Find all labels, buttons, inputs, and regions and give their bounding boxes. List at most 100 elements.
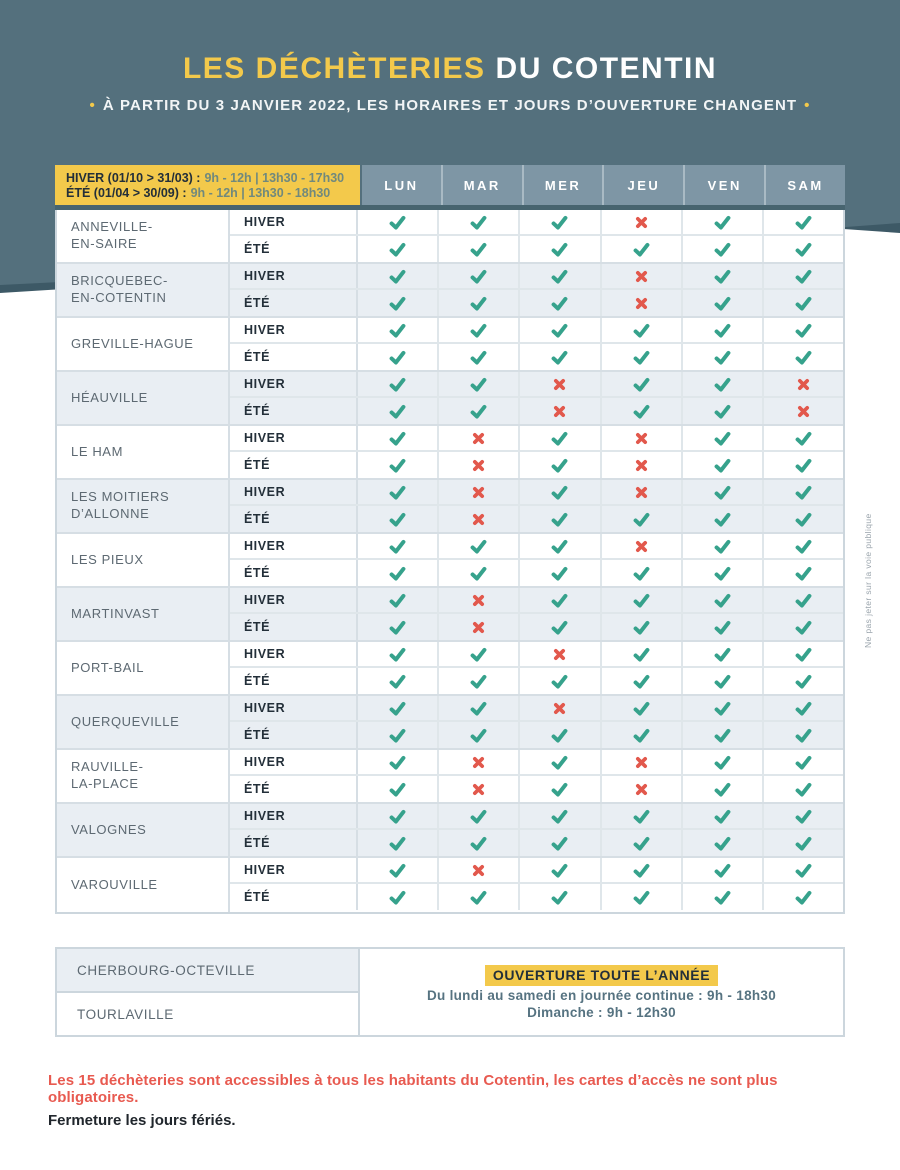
season-label: ÉTÉ: [230, 776, 358, 802]
day-header-jeu: JEU: [602, 165, 684, 205]
day-header-lun: LUN: [360, 165, 441, 205]
season-label: HIVER: [230, 696, 358, 720]
open-day-cell: [764, 290, 843, 316]
location-row-varouville: VAROUVILLE HIVER ÉTÉ: [57, 858, 843, 912]
season-rows: HIVER ÉTÉ: [230, 534, 843, 586]
check-icon: [550, 861, 569, 880]
cross-icon: [633, 268, 650, 285]
check-icon: [469, 645, 488, 664]
closed-day-cell: [602, 210, 683, 234]
check-icon: [713, 375, 732, 394]
summer-hours: 9h - 12h | 13h30 - 18h30: [190, 185, 331, 200]
open-day-cell: [358, 776, 440, 802]
season-rows: HIVER ÉTÉ: [230, 696, 843, 748]
subtitle-text: À PARTIR DU 3 JANVIER 2022, LES HORAIRES…: [102, 97, 798, 114]
closed-day-cell: [602, 264, 683, 288]
schedule-body: ANNEVILLE- EN-SAIRE HIVER ÉTÉ BRICQUEBEC- EN-…: [55, 210, 845, 914]
season-label: ÉTÉ: [230, 830, 358, 856]
title-part1: LES DÉCHÈTERIES: [182, 52, 486, 85]
holiday-closure-note: Fermeture les jours fériés.: [48, 1112, 236, 1129]
footer-notes: Les 15 déchèteries sont accessibles à to…: [48, 1072, 852, 1129]
open-day-cell: [520, 452, 602, 478]
cross-icon: [470, 754, 487, 771]
check-icon: [713, 510, 732, 529]
open-day-cell: [602, 506, 683, 532]
cross-icon: [633, 538, 650, 555]
open-day-cell: [683, 642, 764, 666]
year-round-badge: OUVERTURE TOUTE L’ANNÉE: [484, 964, 719, 986]
season-rows: HIVER ÉTÉ: [230, 318, 843, 370]
location-name-line: LA-PLACE: [71, 776, 139, 791]
season-row-summer: ÉTÉ: [230, 560, 843, 586]
open-day-cell: [683, 398, 764, 424]
season-label: ÉTÉ: [230, 236, 358, 262]
summer-hours-line: ÉTÉ (01/04 > 30/09) :9h - 12h | 13h30 - …: [66, 186, 360, 200]
check-icon: [713, 537, 732, 556]
check-icon: [469, 267, 488, 286]
season-label: ÉTÉ: [230, 398, 358, 424]
season-row-summer: ÉTÉ: [230, 668, 843, 694]
check-icon: [794, 591, 813, 610]
open-day-cell: [439, 642, 521, 666]
season-row-winter: HIVER: [230, 480, 843, 506]
check-icon: [713, 807, 732, 826]
open-day-cell: [602, 344, 683, 370]
cross-icon: [633, 754, 650, 771]
check-icon: [388, 888, 407, 907]
check-icon: [713, 267, 732, 286]
season-row-winter: HIVER: [230, 318, 843, 344]
season-label: HIVER: [230, 588, 358, 612]
site-row-cherbourg-octeville: CHERBOURG-OCTEVILLE: [57, 949, 358, 993]
season-label: HIVER: [230, 264, 358, 288]
location-name: VAROUVILLE: [57, 858, 230, 912]
check-icon: [388, 618, 407, 637]
check-icon: [713, 645, 732, 664]
open-day-cell: [602, 236, 683, 262]
location-name-line: PORT-BAIL: [71, 659, 145, 675]
open-day-cell: [358, 614, 440, 640]
open-day-cell: [520, 750, 602, 774]
check-icon: [550, 672, 569, 691]
closed-day-cell: [520, 696, 602, 720]
check-icon: [632, 618, 651, 637]
check-icon: [388, 402, 407, 421]
location-name-line: EN-SAIRE: [71, 236, 138, 251]
check-icon: [469, 537, 488, 556]
closed-day-cell: [439, 588, 521, 612]
check-icon: [388, 699, 407, 718]
open-day-cell: [439, 398, 521, 424]
open-day-cell: [683, 372, 764, 396]
check-icon: [550, 510, 569, 529]
check-icon: [632, 645, 651, 664]
check-icon: [550, 240, 569, 259]
check-icon: [713, 429, 732, 448]
winter-hours: 9h - 12h | 13h30 - 17h30: [204, 170, 345, 185]
cross-icon: [470, 511, 487, 528]
closed-day-cell: [520, 372, 602, 396]
check-icon: [550, 294, 569, 313]
location-name: QUERQUEVILLE: [57, 696, 230, 748]
check-icon: [632, 672, 651, 691]
check-icon: [550, 429, 569, 448]
season-rows: HIVER ÉTÉ: [230, 588, 843, 640]
check-icon: [794, 672, 813, 691]
open-day-cell: [358, 884, 440, 910]
check-icon: [632, 699, 651, 718]
open-day-cell: [764, 858, 843, 882]
check-icon: [794, 861, 813, 880]
season-rows: HIVER ÉTÉ: [230, 750, 843, 802]
closed-day-cell: [439, 776, 521, 802]
check-icon: [713, 591, 732, 610]
check-icon: [713, 456, 732, 475]
open-day-cell: [602, 588, 683, 612]
check-icon: [713, 753, 732, 772]
open-day-cell: [358, 830, 440, 856]
open-day-cell: [602, 884, 683, 910]
season-row-summer: ÉTÉ: [230, 884, 843, 910]
season-row-winter: HIVER: [230, 588, 843, 614]
open-day-cell: [683, 588, 764, 612]
season-label: ÉTÉ: [230, 884, 358, 910]
season-label: HIVER: [230, 750, 358, 774]
check-icon: [388, 456, 407, 475]
check-icon: [794, 834, 813, 853]
